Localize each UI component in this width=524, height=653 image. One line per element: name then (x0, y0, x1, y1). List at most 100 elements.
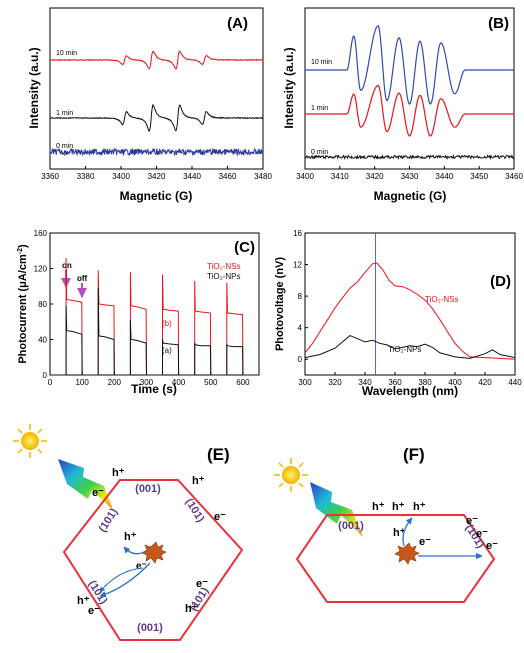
panel-a: (A) Intensity (a.u.) Magnetic (G) 10 min… (27, 7, 272, 203)
panel-a-series-0min (49, 147, 264, 157)
panel-c-xticks-label: 600 (236, 378, 250, 387)
electron-e-1: e⁻ (92, 487, 104, 499)
panel-b-label: (B) (488, 15, 509, 32)
panel-b-series-label-10min: 10 min (311, 59, 332, 66)
panel-d-series-nss (304, 262, 516, 360)
panel-d-yticks-label: 4 (298, 324, 303, 333)
panel-d-xticks: 300 320 340 360 380 400 420 440 (298, 372, 522, 387)
panel-b-series-label-0min: 0 min (311, 149, 328, 156)
hole-e-3: h⁺ (124, 531, 137, 543)
panel-c-xticks-label: 300 (140, 378, 154, 387)
panel-d-yticks: 0 4 8 12 16 (293, 229, 308, 364)
panel-d-xticks-label: 340 (358, 378, 372, 387)
sun-icon (13, 424, 47, 458)
electron-transfer-arrow-e-2 (99, 567, 144, 593)
panel-c-label: (C) (234, 239, 255, 256)
panel-c-yticks-label: 120 (34, 265, 48, 274)
electron-f-3: e⁻ (476, 528, 488, 540)
excitation-burst-icon (394, 542, 420, 565)
electron-e-5: e⁻ (88, 605, 100, 617)
panel-a-frame (49, 7, 264, 170)
panel-d-xticks-label: 420 (478, 378, 492, 387)
panel-a-xticks-label: 3480 (254, 172, 272, 181)
panel-b-series-1min (305, 84, 514, 137)
panel-b-series-0min (304, 154, 515, 161)
light-bolt-icon (310, 482, 363, 537)
panel-c-xticks-label: 0 (48, 378, 53, 387)
panel-b-xticks-label: 3460 (505, 172, 523, 181)
panel-a-ylabel: Intensity (a.u.) (27, 47, 41, 128)
panel-d-xlabel: Wavelength (nm) (362, 384, 458, 398)
panel-a-xticks-label: 3420 (148, 172, 166, 181)
electron-f-2: e⁻ (466, 515, 478, 527)
hole-f-2: h⁺ (392, 501, 405, 513)
panel-a-xticks-label: 3380 (77, 172, 95, 181)
panel-e: (E) (001) (001) (101) (101) (101) (101) … (13, 424, 244, 641)
electron-f-1: e⁻ (419, 536, 431, 548)
excitation-burst-icon (141, 541, 167, 564)
panel-d-xticks-label: 300 (298, 378, 312, 387)
panel-f: (F) (001) (101) h⁺ h⁺ h⁺ h⁺ e⁻ e⁻ e⁻ e⁻ (274, 445, 498, 603)
facet-001-top: (001) (135, 483, 161, 495)
panel-d-yticks-label: 12 (293, 261, 302, 270)
panel-d-xticks-label: 320 (328, 378, 342, 387)
panel-d-xticks-label: 360 (388, 378, 402, 387)
panel-c-yticks-label: 80 (38, 300, 47, 309)
facet-101-upper-left: (101) (97, 506, 121, 534)
panel-b: (B) Intensity (a.u.) Magnetic (G) 10 min… (282, 7, 523, 203)
panel-d-xticks-label: 400 (448, 378, 462, 387)
panel-a-xticks-label: 3360 (41, 172, 59, 181)
panel-b-xticks-label: 3420 (366, 172, 384, 181)
panel-a-series-label-1min: 1 min (56, 110, 73, 117)
hole-f-1: h⁺ (372, 501, 385, 513)
hole-transfer-arrow-f (402, 517, 413, 547)
panel-d-label: (D) (490, 273, 511, 290)
panel-c-yticks: 0 40 80 120 160 (34, 229, 53, 380)
facet-001-bottom: (001) (137, 622, 163, 634)
panel-b-series-label-1min: 1 min (311, 105, 328, 112)
panel-c-xticks-label: 100 (75, 378, 89, 387)
panel-b-xticks-label: 3400 (296, 172, 314, 181)
panel-d-yticks-label: 0 (298, 355, 303, 364)
panel-c-series-b-label: (b) (162, 319, 172, 328)
panel-a-label: (A) (227, 15, 248, 32)
panel-c-yticks-label: 40 (38, 336, 47, 345)
panel-a-series-label-0min: 0 min (56, 143, 73, 150)
panel-a-xticks: 3360 3380 3400 3420 3440 3460 3480 (41, 166, 272, 181)
crystal-outline (62, 479, 244, 641)
panel-d-frame (304, 232, 516, 376)
panel-b-frame (304, 7, 515, 170)
hole-e-4: h⁺ (77, 595, 90, 607)
crystal-outline (295, 514, 496, 603)
panel-c-series-a (50, 287, 259, 376)
panel-c-legend-nss: TiO₂-NSs (207, 262, 240, 271)
panel-c-off-label: off (77, 274, 88, 283)
electron-f-4: e⁻ (486, 540, 498, 552)
panel-b-series-10min (305, 25, 514, 105)
panel-a-xticks-label: 3440 (183, 172, 201, 181)
panel-d-nss-label: TiO₂-NSs (425, 295, 458, 304)
panel-c-on-label: on (62, 261, 72, 270)
panel-a-series-label-10min: 10 min (56, 50, 77, 57)
panel-c-xticks: 0 100 200 300 400 500 600 (48, 372, 250, 387)
sun-icon (274, 458, 308, 492)
electron-e-3: e⁻ (136, 561, 147, 572)
hole-f-3: h⁺ (413, 501, 426, 513)
panel-b-xticks-label: 3430 (401, 172, 419, 181)
panel-c-yticks-label: 0 (43, 371, 48, 380)
panel-d: (D) Photovoltage (nV) Wavelength (nm) Ti… (274, 229, 522, 398)
panel-b-ylabel: Intensity (a.u.) (282, 47, 296, 128)
panel-b-xticks-label: 3440 (435, 172, 453, 181)
facet-001: (001) (338, 520, 364, 532)
panel-e-label: (E) (207, 445, 230, 464)
hole-transfer-arrow-e (123, 546, 147, 555)
electron-e-4: e⁻ (196, 578, 208, 590)
panel-d-yticks-label: 16 (293, 229, 302, 238)
light-bolt-icon (58, 459, 113, 510)
electron-e-2: e⁻ (214, 511, 226, 523)
panel-c-xticks-label: 500 (204, 378, 218, 387)
panel-a-xticks-label: 3460 (219, 172, 237, 181)
panel-c-series-a-label: (a) (162, 346, 172, 355)
panel-a-xlabel: Magnetic (G) (120, 189, 193, 203)
